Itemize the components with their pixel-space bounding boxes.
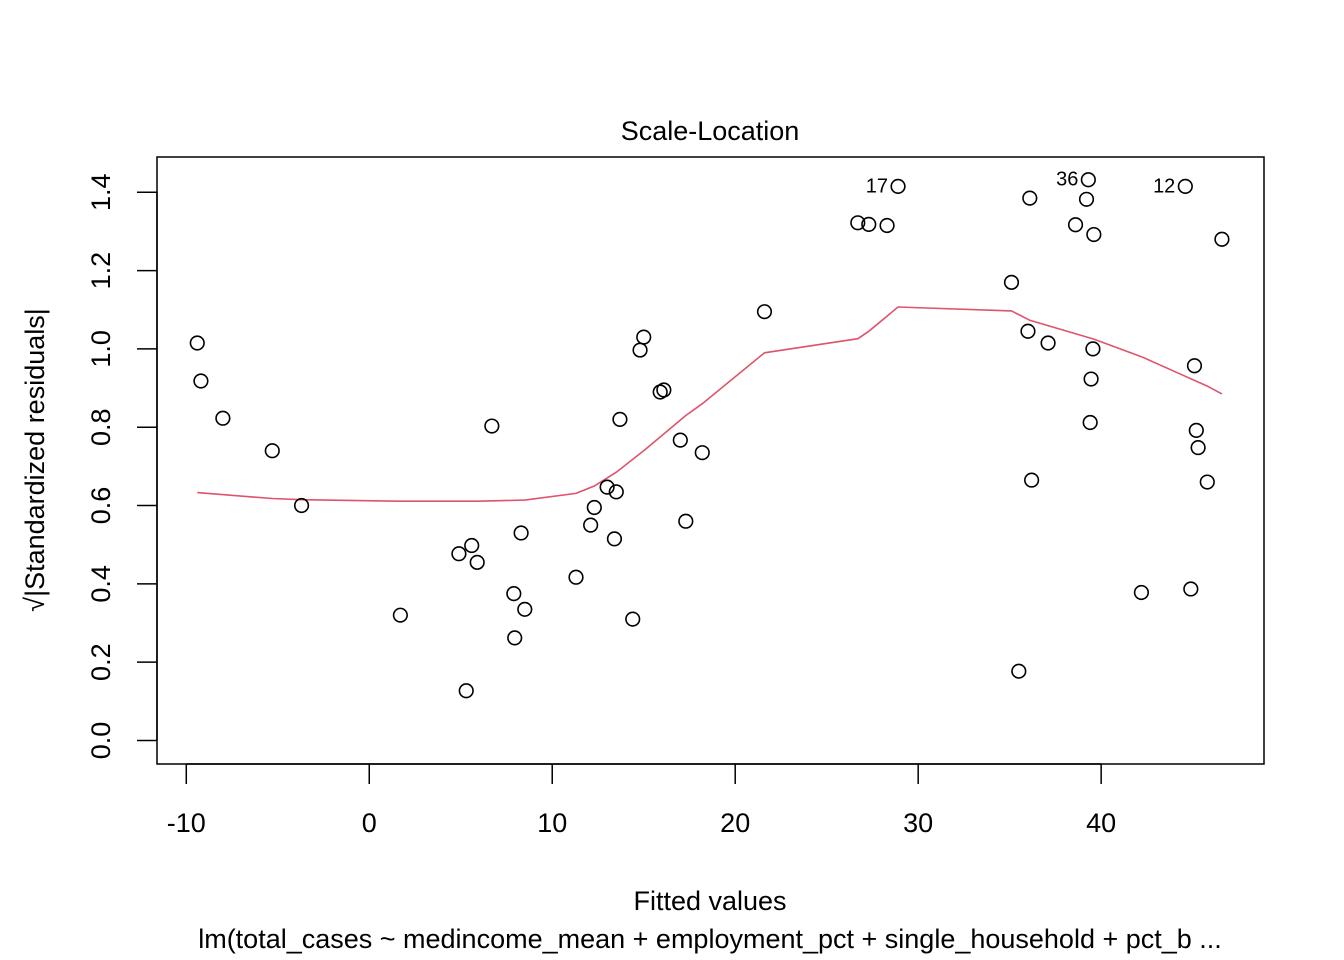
data-point: [656, 382, 672, 398]
data-point: [1020, 323, 1036, 339]
data-point: [513, 525, 529, 541]
point-label: 36: [1056, 169, 1078, 191]
y-tick-label: 0.4: [86, 565, 116, 603]
smoother-line-group: [197, 306, 1223, 503]
chart-title: Scale-Location: [621, 116, 800, 146]
data-point: [293, 497, 310, 514]
data-point: [1080, 172, 1096, 188]
data-point: [264, 443, 280, 459]
x-axis-title: Fitted values: [633, 886, 786, 916]
data-point: [599, 479, 615, 495]
data-point: [568, 569, 584, 585]
y-tick-label: 0.8: [86, 408, 116, 446]
y-axis-title: √|Standardized residuals|: [20, 308, 50, 612]
data-point: [484, 418, 500, 434]
data-point: [1083, 371, 1099, 387]
data-point: [1040, 335, 1056, 351]
y-tick-label: 0.0: [86, 722, 116, 760]
data-point: [606, 531, 623, 547]
data-point: [694, 445, 710, 461]
data-point: [586, 499, 602, 516]
data-point: [612, 411, 628, 427]
data-point: [1214, 231, 1230, 247]
data-point: [1024, 472, 1040, 488]
data-point: [451, 546, 467, 562]
data-point: [1186, 358, 1203, 374]
data-point: [1188, 422, 1204, 438]
x-tick-label: 0: [362, 808, 377, 838]
y-axis: 0.0 0.2 0.4 0.6 0.8 1.0 1.2 1.4: [86, 173, 158, 760]
point-labels: 17 36 12: [866, 169, 1176, 198]
data-point: [890, 178, 906, 194]
y-tick-label: 1.0: [86, 330, 116, 368]
data-point: [1085, 341, 1101, 357]
data-point: [583, 517, 599, 533]
data-point: [1067, 217, 1084, 233]
point-label: 17: [866, 175, 888, 197]
data-point: [632, 342, 648, 358]
data-point: [193, 373, 209, 389]
x-tick-label: 20: [720, 808, 750, 838]
y-tick-label: 1.4: [86, 173, 116, 211]
data-point: [608, 484, 624, 500]
data-point: [1190, 439, 1206, 456]
point-label: 12: [1153, 175, 1175, 197]
data-point: [636, 329, 652, 345]
y-tick-label: 1.2: [86, 252, 116, 290]
model-caption: lm(total_cases ~ medincome_mean + employ…: [198, 924, 1222, 954]
data-point: [469, 554, 485, 570]
data-points: [189, 172, 1230, 699]
data-point: [464, 537, 480, 554]
x-tick-label: 30: [903, 808, 933, 838]
data-point: [189, 335, 205, 351]
x-tick-label: 40: [1086, 808, 1116, 838]
data-point: [672, 432, 688, 448]
data-point: [517, 601, 533, 617]
data-point: [392, 607, 408, 623]
data-point: [1086, 226, 1102, 243]
data-point: [507, 630, 523, 646]
data-point: [215, 410, 231, 426]
data-point: [1078, 191, 1095, 207]
data-point: [1082, 414, 1098, 431]
x-axis: -10 0 10 20 30 40: [167, 763, 1116, 838]
y-tick-label: 0.2: [86, 643, 116, 681]
data-point: [625, 611, 641, 627]
data-point: [506, 586, 522, 602]
data-point: [1177, 178, 1193, 194]
data-point: [850, 215, 866, 231]
data-point: [1183, 581, 1199, 597]
x-tick-label: -10: [167, 808, 206, 838]
data-point: [879, 217, 895, 234]
x-tick-label: 10: [537, 808, 567, 838]
data-point: [1133, 584, 1150, 601]
y-tick-label: 0.6: [86, 487, 116, 525]
data-point: [1022, 190, 1038, 206]
data-point: [756, 304, 773, 320]
data-point: [1003, 274, 1020, 290]
data-point: [1011, 663, 1027, 679]
data-point: [1199, 474, 1215, 490]
data-point: [861, 216, 877, 232]
data-point: [678, 513, 694, 529]
smoother-line: [197, 306, 1223, 503]
data-point: [458, 683, 474, 699]
plot-frame: [156, 156, 1265, 765]
